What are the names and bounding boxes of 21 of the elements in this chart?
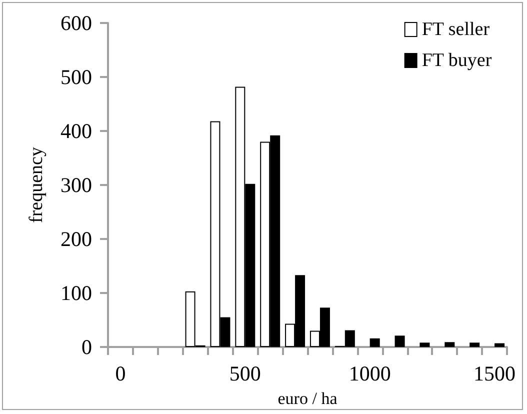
bar xyxy=(420,342,430,347)
y-tick-label: 600 xyxy=(60,11,92,35)
x-tick-label: 500 xyxy=(229,362,261,386)
bar xyxy=(394,336,405,347)
y-tick-label: 0 xyxy=(82,335,92,359)
y-tick-label: 200 xyxy=(60,227,92,251)
y-tick-label: 500 xyxy=(60,65,92,89)
bar xyxy=(444,342,455,347)
legend-label: FT buyer xyxy=(422,50,492,71)
bar xyxy=(470,342,480,347)
bar xyxy=(370,338,380,347)
x-tick-label: 1500 xyxy=(474,362,516,386)
legend-label: FT seller xyxy=(422,19,490,40)
y-tick-label: 400 xyxy=(60,119,92,143)
bar xyxy=(494,343,505,347)
y-axis-title: frequency xyxy=(26,146,47,223)
y-tick-label: 100 xyxy=(60,281,92,305)
x-tick-label: 1000 xyxy=(348,362,391,386)
y-tick-label: 300 xyxy=(60,173,92,197)
x-tick-label: 0 xyxy=(115,362,126,386)
x-axis-title: euro / ha xyxy=(278,389,338,408)
